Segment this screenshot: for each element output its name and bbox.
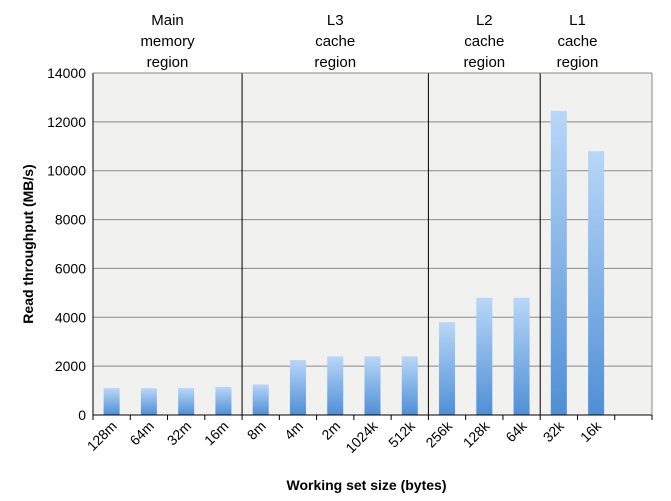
bar <box>178 388 195 415</box>
region-label: Main memory region <box>140 12 195 71</box>
y-tick-label: 6000 <box>55 260 86 276</box>
bar <box>476 297 493 415</box>
x-tick-label: 128k <box>460 417 493 450</box>
bar <box>550 110 567 415</box>
x-tick-label: 1024k <box>342 417 381 456</box>
y-tick-label: 2000 <box>55 358 86 374</box>
x-tick-label: 16m <box>201 418 232 449</box>
region-labels: Main memory region L3 cache region L2 cache regi… <box>140 12 598 71</box>
region-label: L1 cache region <box>557 12 599 71</box>
bars <box>103 110 605 415</box>
x-tick-label: 32k <box>540 417 568 445</box>
region-label-line: cache <box>557 33 597 50</box>
bar <box>588 151 605 415</box>
bar <box>439 322 456 415</box>
region-label-line: cache <box>315 33 355 50</box>
bar <box>364 356 381 415</box>
x-tick-label: 64k <box>502 417 530 445</box>
region-dividers <box>241 73 541 415</box>
bar <box>289 360 306 415</box>
bar <box>252 384 269 415</box>
x-tick-label: 8m <box>244 418 269 443</box>
bar <box>215 386 232 415</box>
x-tick-label: 128m <box>84 418 120 454</box>
region-label-line: L2 <box>476 12 493 29</box>
x-tick-label: 32m <box>164 418 195 449</box>
y-tick-label: 8000 <box>55 212 86 228</box>
x-tick-label: 16k <box>577 417 605 445</box>
region-label-line: Main <box>151 12 184 29</box>
y-tick-label: 0 <box>78 407 86 423</box>
bar <box>401 356 418 415</box>
region-label-line: L1 <box>569 12 586 29</box>
x-axis-title: Working set size (bytes) <box>286 477 446 493</box>
y-axis-title: Read throughput (MB/s) <box>20 164 36 323</box>
region-label-line: region <box>147 54 189 71</box>
y-tick-label: 4000 <box>55 309 86 325</box>
x-tick-label: 512k <box>385 417 418 450</box>
y-tick-label: 12000 <box>47 114 86 130</box>
y-tick-labels: 0 2000 4000 6000 8000 10000 12000 14000 <box>47 65 86 423</box>
region-label-line: memory <box>140 33 195 50</box>
x-tick-label: 64m <box>126 418 157 449</box>
bar <box>513 297 530 415</box>
x-tick-label: 256k <box>422 417 455 450</box>
axes <box>92 72 653 420</box>
region-label-line: L3 <box>327 12 344 29</box>
region-label-line: region <box>463 54 505 71</box>
bar <box>327 356 344 415</box>
bar <box>140 388 157 415</box>
x-tick-label: 2m <box>318 418 343 443</box>
y-tick-label: 10000 <box>47 163 86 179</box>
region-label-line: region <box>314 54 356 71</box>
region-label: L3 cache region <box>314 12 356 71</box>
x-tick-label: 4m <box>281 418 306 443</box>
y-tick-label: 14000 <box>47 65 86 81</box>
region-label-line: cache <box>464 33 504 50</box>
region-label-line: region <box>557 54 599 71</box>
bar <box>103 388 120 415</box>
region-label: L2 cache region <box>463 12 505 71</box>
